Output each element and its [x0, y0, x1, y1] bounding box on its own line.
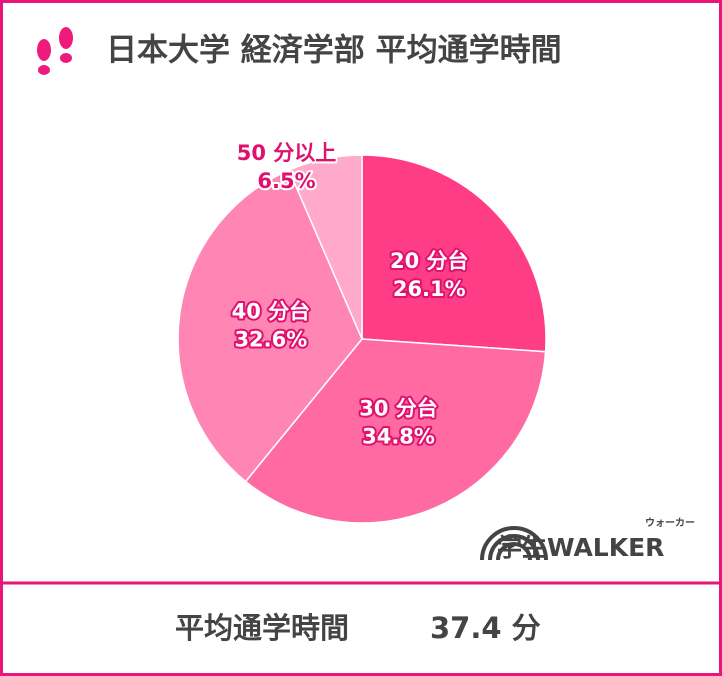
footer-label: 平均通学時間 — [175, 611, 349, 645]
footprints-icon — [37, 27, 73, 75]
slice-value-label: 6.5% — [257, 169, 315, 193]
slice-value-label: 32.6% — [234, 327, 307, 351]
slice-category: 30 分台 — [359, 396, 438, 420]
pie-slice — [244, 338, 547, 524]
pie: 20 分台 26.1% 30 分台 34.8% 40 分台 32.6% 50 分以上 6.5% — [177, 139, 547, 524]
slice-value-label: 26.1% — [393, 277, 466, 301]
footer-value: 37.4 分 — [430, 611, 541, 645]
pie-slice — [361, 154, 547, 353]
logo-text: 学生WALKER — [497, 533, 664, 562]
chart-title: 日本大学 経済学部 平均通学時間 — [106, 33, 562, 69]
logo: 学生WALKER ウォーカー — [480, 517, 695, 562]
slice-value-label: 34.8% — [362, 424, 435, 448]
pie-slice — [287, 154, 363, 340]
slice-category: 50 分以上 — [237, 141, 337, 165]
logo-reading: ウォーカー — [645, 517, 695, 529]
slice-category: 20 分台 — [390, 249, 469, 273]
slice-category: 40 分台 — [232, 299, 311, 323]
pie-slice — [177, 169, 363, 483]
